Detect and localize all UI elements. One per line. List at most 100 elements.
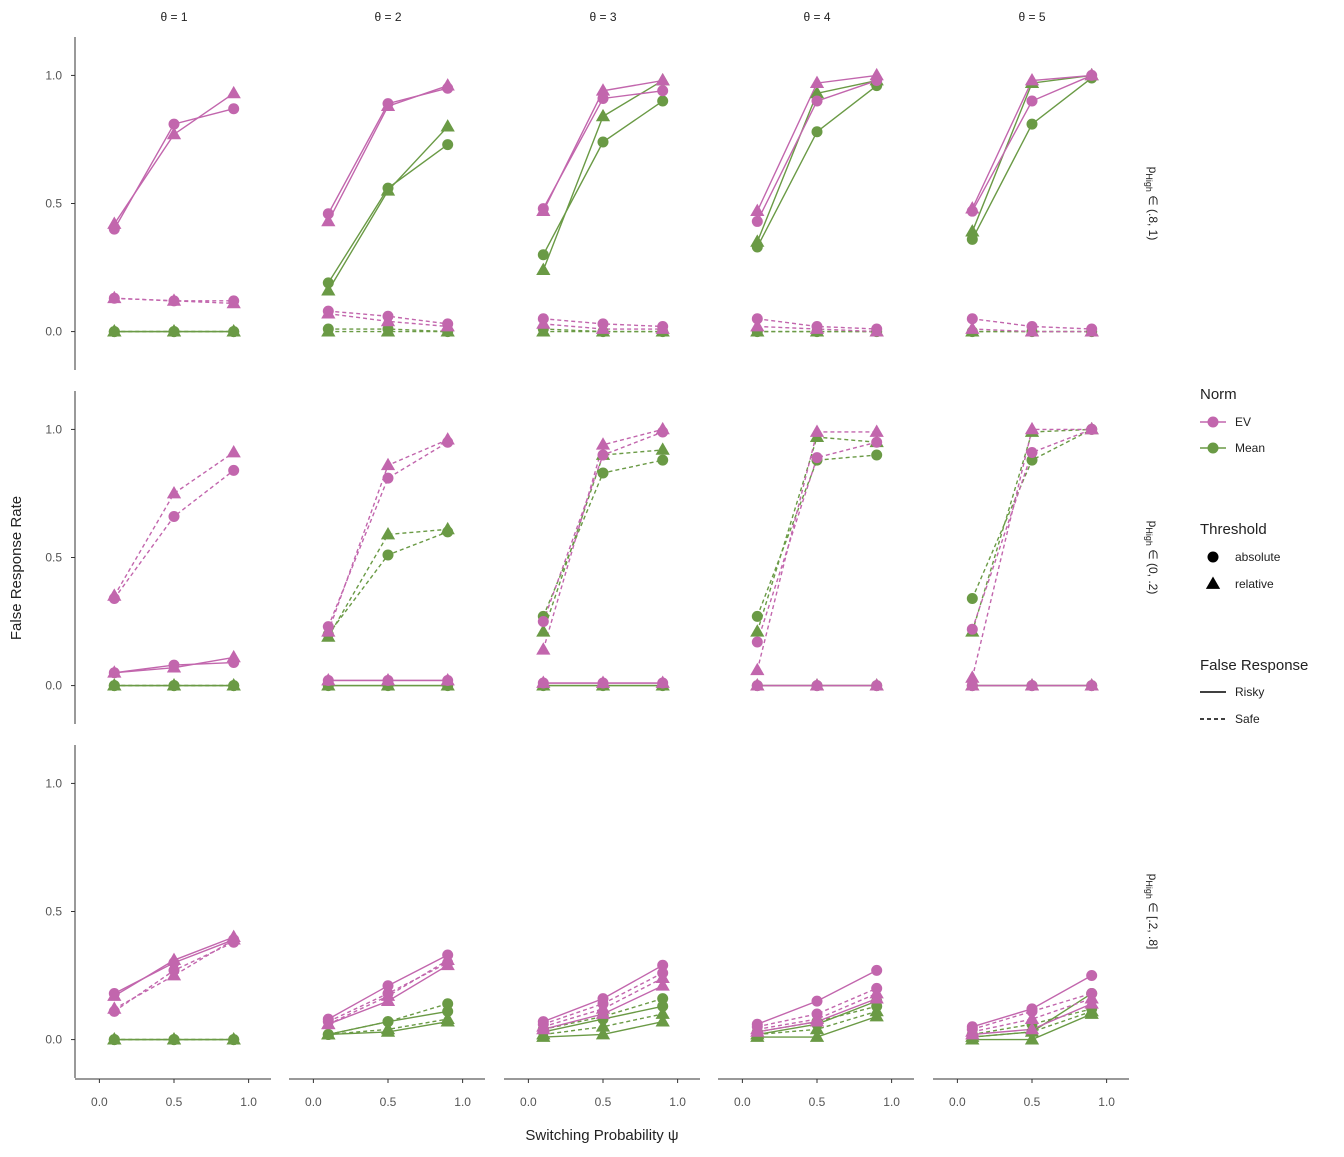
row-facet-label: pHigh ∈ [.2, .8]: [1144, 874, 1160, 950]
data-point-circle: [1026, 95, 1038, 107]
data-point-triangle: [107, 665, 122, 678]
legend: Norm EV Mean Threshold absolute relative False…: [1200, 386, 1308, 726]
data-point-triangle: [1084, 421, 1099, 435]
data-point-circle: [1026, 118, 1038, 130]
data-point-triangle: [536, 324, 551, 337]
data-point-circle: [751, 636, 763, 648]
data-point-triangle: [321, 1016, 336, 1030]
x-tick-label: 0.0: [305, 1095, 322, 1109]
data-point-triangle: [380, 313, 396, 327]
x-tick-label: 0.5: [595, 1095, 612, 1109]
data-point-triangle: [536, 642, 551, 655]
data-point-triangle: [655, 442, 670, 455]
data-point-triangle: [107, 1032, 122, 1045]
data-point-triangle: [655, 421, 670, 435]
legend-label: Mean: [1235, 441, 1265, 455]
series-line: [543, 1013, 663, 1036]
series-line: [542, 459, 663, 617]
x-tick-label: 0.5: [166, 1095, 183, 1109]
data-point-triangle: [226, 678, 241, 691]
series-line: [756, 431, 877, 671]
data-point-triangle: [869, 678, 884, 691]
data-point-circle: [537, 249, 549, 261]
data-point-triangle: [1084, 678, 1099, 691]
data-point-triangle: [166, 1032, 182, 1045]
data-point-triangle: [869, 324, 884, 337]
series-line: [113, 939, 235, 1010]
data-point-triangle: [107, 1001, 122, 1014]
data-point-triangle: [321, 672, 336, 686]
facet-panel: [965, 970, 1099, 1045]
data-point-triangle: [750, 1024, 765, 1037]
data-point-triangle: [750, 234, 765, 247]
facet-panel: [321, 949, 455, 1040]
data-point-triangle: [226, 929, 241, 942]
data-point-triangle: [440, 521, 455, 535]
data-point-triangle: [321, 306, 336, 319]
x-tick-label: 0.5: [380, 1095, 397, 1109]
facet-panel: [107, 929, 241, 1046]
data-point-triangle: [166, 660, 182, 673]
data-point-triangle: [107, 290, 122, 304]
facet-panel: [321, 432, 455, 692]
data-point-circle: [597, 449, 609, 461]
data-point-triangle: [965, 1026, 980, 1040]
data-point-circle: [811, 95, 823, 107]
data-point-triangle: [809, 424, 825, 437]
data-point-triangle: [166, 968, 182, 981]
y-tick-label: 1.0: [45, 68, 62, 82]
data-point-triangle: [440, 318, 455, 332]
data-point-triangle: [1024, 73, 1040, 86]
data-point-triangle: [440, 432, 455, 445]
data-point-triangle: [226, 1032, 241, 1045]
data-point-triangle: [750, 662, 765, 676]
row-facet-label: pHigh ∈ (0, .2): [1144, 521, 1160, 595]
data-point-circle: [871, 964, 883, 976]
legend-key-point: [1207, 442, 1219, 454]
row-facet-strip: pHigh ∈ (0, .2): [1144, 521, 1160, 595]
y-tick-label: 0.0: [45, 325, 62, 339]
y-axis-title: False Response Rate: [8, 496, 25, 640]
legend-label: Safe: [1235, 712, 1260, 726]
y-tick-label: 1.0: [45, 776, 62, 790]
data-point-triangle: [965, 224, 980, 237]
data-point-circle: [168, 511, 180, 523]
data-point-triangle: [107, 324, 122, 337]
legend-label: EV: [1235, 415, 1251, 429]
series-line: [757, 318, 877, 330]
data-point-triangle: [595, 108, 611, 122]
series-line: [542, 428, 663, 650]
data-point-circle: [657, 993, 669, 1005]
data-point-circle: [597, 92, 609, 104]
data-point-circle: [1026, 446, 1038, 458]
data-point-circle: [168, 118, 180, 130]
x-tick-label: 0.0: [734, 1095, 751, 1109]
y-tick-label: 0.5: [45, 551, 62, 565]
facet-panel: [536, 959, 670, 1042]
data-point-circle: [382, 549, 394, 561]
facet-panel: [536, 421, 670, 692]
data-point-triangle: [321, 213, 336, 227]
data-point-triangle: [595, 83, 611, 96]
data-point-triangle: [1024, 678, 1040, 691]
data-point-triangle: [440, 78, 455, 91]
data-point-triangle: [655, 321, 670, 334]
data-point-triangle: [595, 1006, 611, 1019]
data-point-circle: [442, 998, 454, 1010]
y-tick-label: 1.0: [45, 422, 62, 436]
x-tick-label: 1.0: [454, 1095, 471, 1109]
facet-panel: [107, 444, 241, 692]
facet-panel: [321, 78, 455, 338]
x-tick-label: 1.0: [240, 1095, 257, 1109]
data-point-triangle: [595, 437, 611, 450]
facet-panel: [750, 964, 884, 1042]
legend-label: Risky: [1235, 685, 1264, 699]
data-point-triangle: [166, 678, 182, 691]
legend-key-triangle: [1205, 576, 1221, 589]
data-point-triangle: [536, 1021, 551, 1035]
data-point-triangle: [965, 201, 980, 214]
data-point-circle: [966, 623, 978, 635]
x-tick-label: 1.0: [669, 1095, 686, 1109]
column-facet-label: θ = 4: [803, 10, 830, 24]
